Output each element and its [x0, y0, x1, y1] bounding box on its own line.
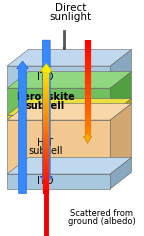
Bar: [7, 115, 110, 120]
Polygon shape: [7, 50, 131, 66]
Text: subcell: subcell: [28, 146, 62, 156]
Text: ITO: ITO: [37, 177, 53, 186]
Polygon shape: [110, 72, 131, 115]
FancyArrow shape: [40, 40, 52, 184]
Polygon shape: [110, 50, 131, 88]
Polygon shape: [110, 99, 131, 120]
Bar: [7, 174, 110, 189]
Polygon shape: [110, 104, 131, 174]
Bar: [7, 120, 110, 174]
Polygon shape: [7, 72, 131, 88]
FancyArrow shape: [84, 134, 92, 143]
Text: HIT: HIT: [37, 138, 53, 148]
Text: subcell: subcell: [26, 101, 65, 111]
Text: ITO: ITO: [37, 72, 53, 82]
Text: ground (albedo): ground (albedo): [68, 217, 136, 226]
Text: sunlight: sunlight: [50, 12, 92, 22]
FancyArrow shape: [17, 61, 29, 194]
Bar: [7, 66, 110, 88]
Text: Scattered from: Scattered from: [70, 209, 133, 218]
Bar: [7, 88, 110, 115]
FancyArrow shape: [40, 63, 52, 73]
FancyArrow shape: [63, 48, 65, 49]
Text: Direct: Direct: [55, 3, 86, 13]
Text: Perovskite: Perovskite: [16, 93, 75, 102]
Polygon shape: [110, 158, 131, 189]
Polygon shape: [7, 99, 131, 115]
Polygon shape: [7, 104, 131, 120]
Polygon shape: [7, 158, 131, 174]
